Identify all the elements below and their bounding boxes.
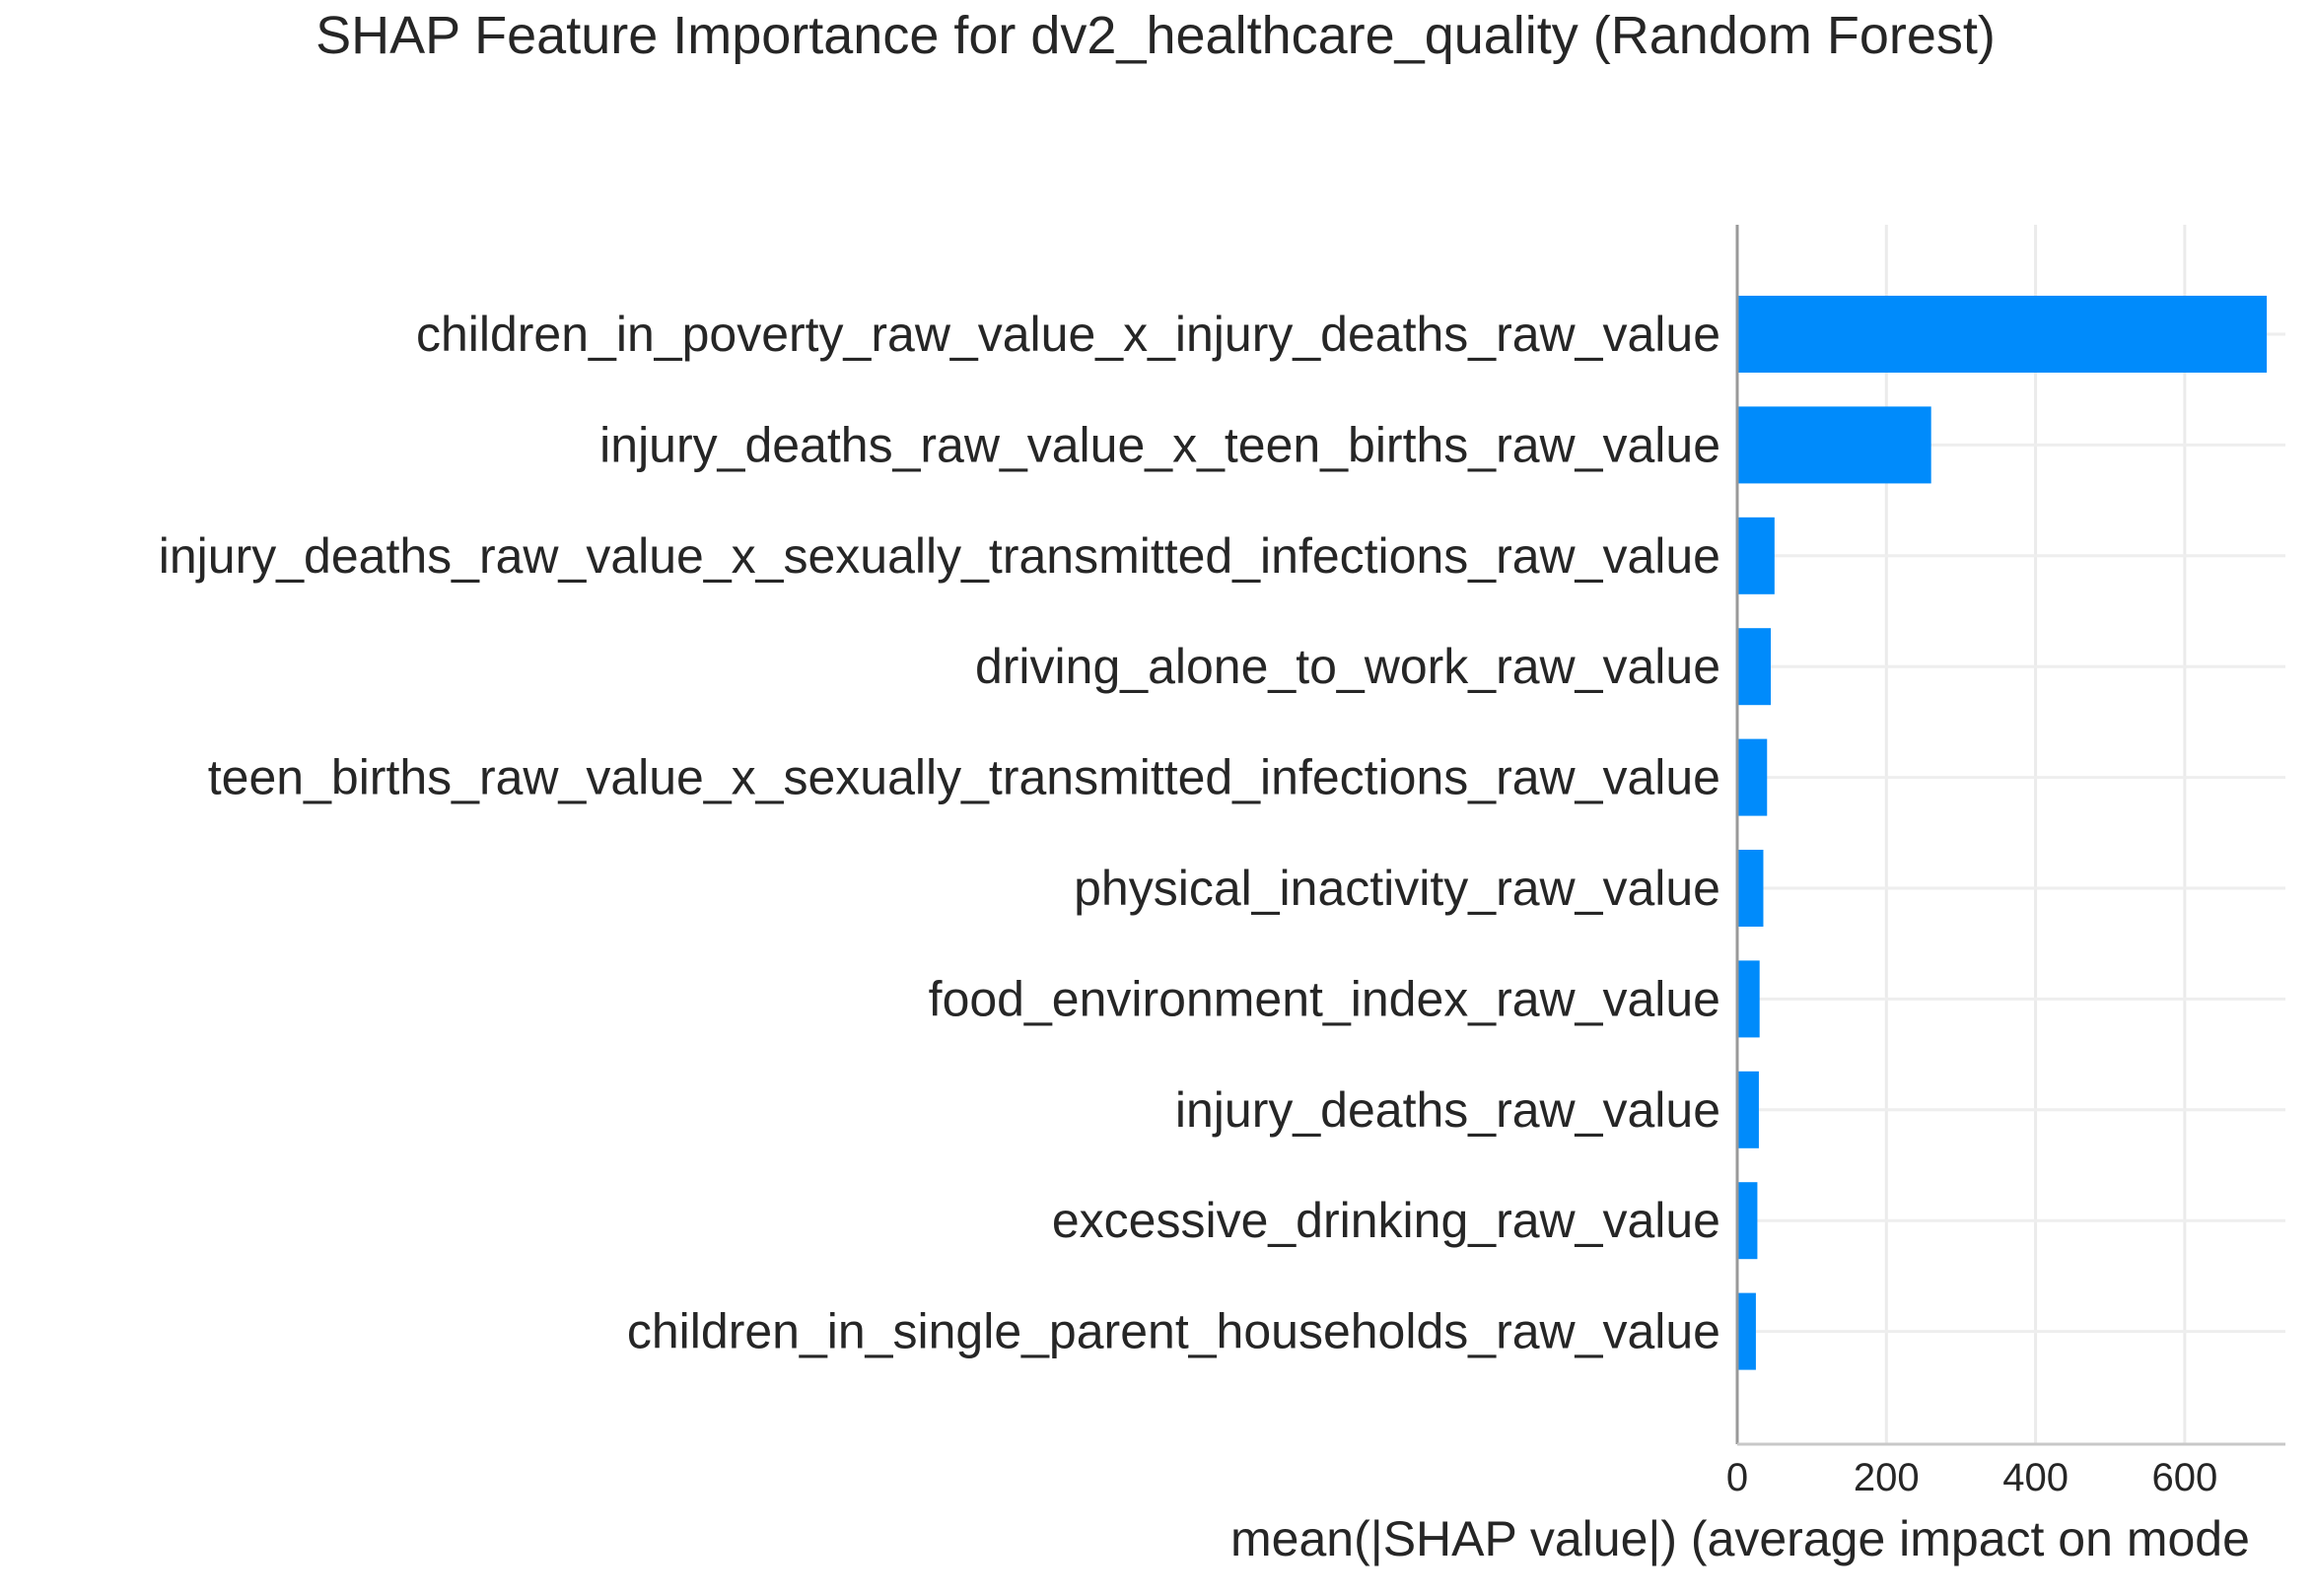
category-labels: children_in_poverty_raw_value_x_injury_d… bbox=[159, 307, 1720, 1359]
bar bbox=[1737, 738, 1768, 816]
category-label: children_in_poverty_raw_value_x_injury_d… bbox=[416, 307, 1720, 362]
category-label: injury_deaths_raw_value_x_teen_births_ra… bbox=[599, 417, 1720, 472]
category-label: excessive_drinking_raw_value bbox=[1052, 1193, 1720, 1248]
bar bbox=[1737, 1182, 1758, 1260]
grid-lines bbox=[1737, 225, 2285, 1444]
bar bbox=[1737, 1292, 1756, 1370]
bars bbox=[1737, 296, 2268, 1370]
category-label: physical_inactivity_raw_value bbox=[1074, 861, 1720, 916]
bar bbox=[1737, 960, 1760, 1038]
category-label: children_in_single_parent_households_raw… bbox=[627, 1304, 1720, 1359]
bar bbox=[1737, 628, 1772, 706]
category-label: injury_deaths_raw_value bbox=[1175, 1082, 1720, 1138]
category-label: driving_alone_to_work_raw_value bbox=[975, 639, 1720, 694]
axes bbox=[1735, 225, 2285, 1446]
bar bbox=[1737, 1071, 1759, 1148]
x-tick-label: 400 bbox=[2002, 1456, 2069, 1499]
x-axis-label: mean(|SHAP value|) (average impact on mo… bbox=[1230, 1511, 2250, 1566]
chart-title: SHAP Feature Importance for dv2_healthca… bbox=[316, 6, 1996, 65]
x-tick-label: 600 bbox=[2152, 1456, 2218, 1499]
category-label: food_environment_index_raw_value bbox=[929, 971, 1720, 1026]
category-label: teen_births_raw_value_x_sexually_transmi… bbox=[208, 750, 1720, 805]
x-tick-label: 200 bbox=[1854, 1456, 1920, 1499]
bar bbox=[1737, 296, 2268, 373]
x-tick-label: 0 bbox=[1726, 1456, 1748, 1499]
x-tick-labels: 0 200 400 600 bbox=[1726, 1456, 2217, 1499]
bar bbox=[1737, 406, 1931, 484]
bar bbox=[1737, 517, 1775, 594]
bar bbox=[1737, 850, 1764, 927]
category-label: injury_deaths_raw_value_x_sexually_trans… bbox=[159, 528, 1720, 584]
